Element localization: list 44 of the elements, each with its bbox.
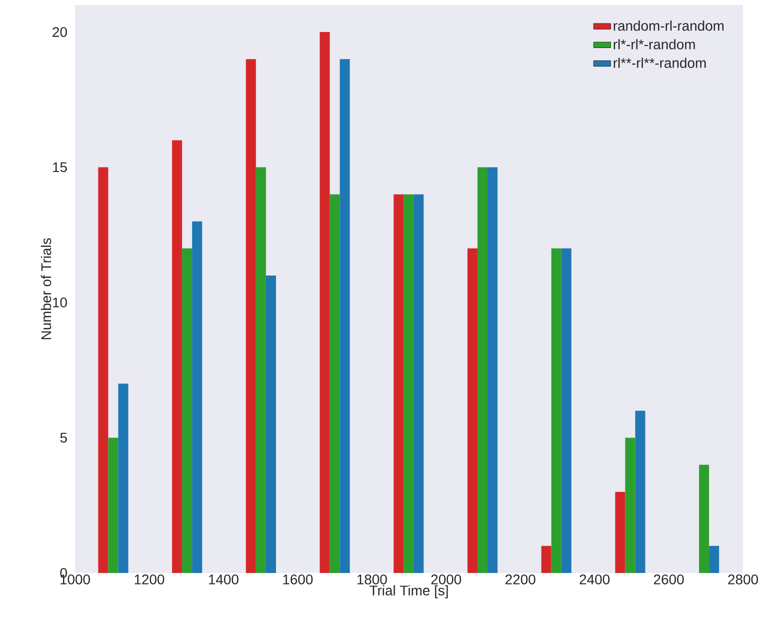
x-tick-label: 1200	[134, 574, 164, 584]
x-tick-label: 2200	[506, 574, 536, 584]
bar	[394, 194, 404, 573]
bar	[266, 275, 276, 573]
bar	[118, 384, 128, 573]
bar	[615, 492, 626, 573]
bar	[541, 546, 552, 573]
bar	[340, 59, 350, 573]
x-tick-label: 1800	[357, 574, 387, 584]
x-tick-label: 2800	[728, 574, 758, 584]
bar	[256, 167, 266, 573]
bar	[477, 167, 488, 573]
bar	[192, 221, 202, 573]
x-tick-label: 1400	[209, 574, 238, 584]
x-tick-label: 2400	[580, 574, 610, 584]
y-axis-title: Number of Trials	[40, 238, 52, 340]
bar	[246, 59, 256, 573]
bar	[709, 546, 720, 573]
bar	[488, 167, 498, 573]
y-tick-label: 20	[52, 27, 67, 37]
legend-label: rl**-rl**-random	[614, 58, 706, 68]
y-tick-label: 5	[60, 432, 67, 443]
legend-label: random-rl-random	[614, 20, 724, 31]
bar	[414, 194, 424, 573]
bar	[320, 32, 330, 573]
bar	[551, 248, 562, 573]
bar	[625, 438, 636, 573]
bar	[182, 248, 192, 573]
bar	[699, 464, 710, 573]
bar	[172, 140, 182, 573]
x-tick-label: 2600	[654, 574, 684, 584]
x-tick-label: 2000	[431, 574, 462, 584]
x-axis-title: Trial Time [s]	[370, 585, 448, 598]
bar	[108, 438, 118, 573]
legend-label: rl*-rl*-random	[614, 39, 695, 50]
bar	[98, 167, 108, 573]
y-tick-label: 10	[53, 298, 67, 308]
bar	[467, 248, 478, 573]
x-tick-label: 1600	[283, 574, 313, 584]
bar	[330, 194, 340, 573]
bar	[635, 410, 646, 573]
bar	[561, 248, 572, 573]
y-tick-label: 15	[53, 162, 67, 172]
bar	[404, 194, 414, 573]
